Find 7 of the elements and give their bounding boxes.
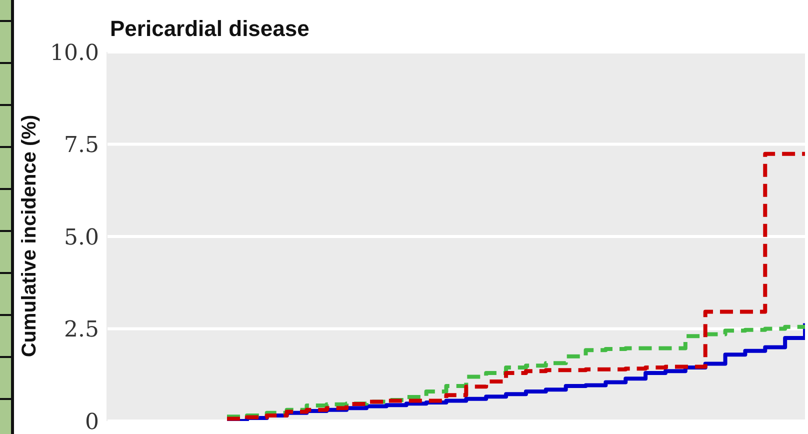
y-tick-label: 2.5	[64, 318, 99, 343]
y-tick-label: 0	[85, 410, 99, 434]
y-tick-label: 10.0	[50, 40, 99, 66]
y-tick-label: 7.5	[64, 133, 99, 158]
chart-title: Pericardial disease	[110, 16, 310, 42]
y-tick-label: 5.0	[64, 225, 99, 250]
y-axis-title: Cumulative incidence (%)	[18, 114, 42, 358]
